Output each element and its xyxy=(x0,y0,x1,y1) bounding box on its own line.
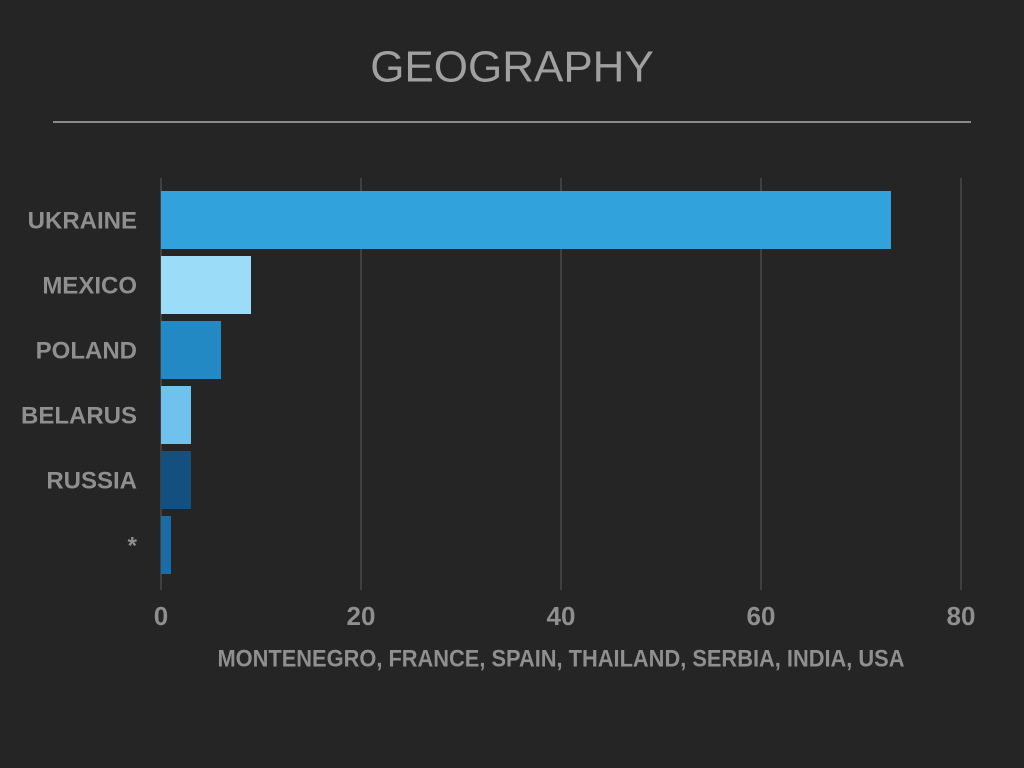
bar xyxy=(161,256,251,314)
x-tick-label: 0 xyxy=(154,601,168,631)
y-tick-label: POLAND xyxy=(36,337,137,364)
x-axis-label: MONTENEGRO, FRANCE, SPAIN, THAILAND, SER… xyxy=(218,645,905,672)
y-tick-label: BELARUS xyxy=(21,402,137,429)
y-tick-label: MEXICO xyxy=(42,272,137,299)
bar xyxy=(161,191,891,249)
chart-title: GEOGRAPHY xyxy=(370,43,654,92)
bar xyxy=(161,321,221,379)
bar xyxy=(161,516,171,574)
x-tick-label: 20 xyxy=(347,601,376,631)
y-tick-label: UKRAINE xyxy=(28,207,137,234)
y-tick-label: * xyxy=(128,532,138,559)
bar xyxy=(161,386,191,444)
x-tick-label: 60 xyxy=(747,601,776,631)
x-tick-label: 40 xyxy=(547,601,576,631)
x-tick-label: 80 xyxy=(947,601,976,631)
bar xyxy=(161,451,191,509)
y-tick-label: RUSSIA xyxy=(46,467,137,494)
